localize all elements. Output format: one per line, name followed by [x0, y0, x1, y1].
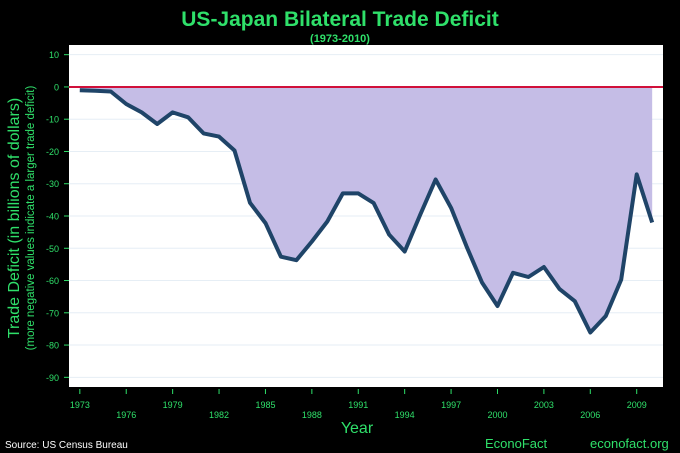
- y-tick-label: -90: [46, 373, 59, 383]
- x-tick-label: 2009: [627, 400, 647, 410]
- y-axis-sublabel: (more negative values indicate a larger …: [25, 86, 37, 351]
- x-tick-label: 2006: [580, 410, 600, 420]
- y-tick-label: -60: [46, 276, 59, 286]
- source-note: Source: US Census Bureau: [5, 440, 128, 451]
- x-tick-label: 1991: [348, 400, 368, 410]
- y-tick-label: -70: [46, 308, 59, 318]
- chart-subtitle: (1973-2010): [310, 33, 370, 45]
- deficit-line: [79, 88, 655, 335]
- x-tick-label: 1988: [302, 410, 322, 420]
- y-tick-label: -10: [46, 115, 59, 125]
- x-tick-label: 1979: [163, 400, 183, 410]
- site-url: econofact.org: [590, 436, 669, 451]
- x-tick-label: 1976: [116, 410, 136, 420]
- x-tick-label: 2003: [534, 400, 554, 410]
- x-tick-label: 1997: [441, 400, 461, 410]
- y-axis-label: Trade Deficit (in billions of dollars): [6, 98, 23, 338]
- brand-name: EconoFact: [485, 436, 548, 451]
- y-tick-label: -50: [46, 244, 59, 254]
- y-tick-label: -20: [46, 147, 59, 157]
- chart-title: US-Japan Bilateral Trade Deficit: [181, 8, 498, 31]
- deficit-area: [79, 86, 653, 333]
- x-axis-label: Year: [341, 420, 374, 437]
- x-tick-label: 1985: [255, 400, 275, 410]
- y-tick-label: 10: [49, 50, 59, 60]
- y-tick-label: -40: [46, 212, 59, 222]
- y-tick-label: -80: [46, 341, 59, 351]
- y-tick-label: -30: [46, 179, 59, 189]
- x-tick-label: 1994: [395, 410, 415, 420]
- x-tick-label: 1982: [209, 410, 229, 420]
- x-tick-label: 2000: [487, 410, 507, 420]
- x-tick-label: 1973: [70, 400, 90, 410]
- y-tick-label: 0: [54, 82, 59, 92]
